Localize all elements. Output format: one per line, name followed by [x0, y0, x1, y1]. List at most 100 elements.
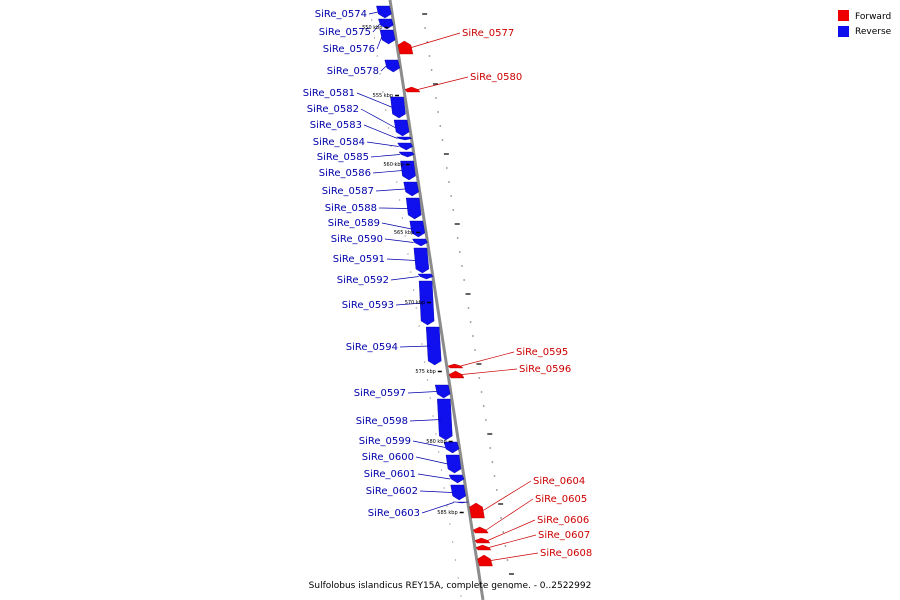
gene-label-SiRe_0586[interactable]: SiRe_0586 [319, 168, 371, 179]
gene-feature-SiRe_0584[interactable] [397, 142, 413, 151]
gene-feature-SiRe_0603[interactable] [453, 501, 469, 504]
gene-label-SiRe_0601[interactable]: SiRe_0601 [364, 469, 416, 480]
legend-item-forward[interactable]: Forward [838, 10, 891, 22]
gene-label-SiRe_0589[interactable]: SiRe_0589 [328, 218, 380, 229]
gene-feature-SiRe_0598[interactable] [437, 398, 453, 441]
tick-marks [371, 13, 514, 597]
gene-label-SiRe_0599[interactable]: SiRe_0599 [359, 436, 411, 447]
gene-connector-SiRe_0598 [409, 419, 442, 422]
gene-feature-SiRe_0574[interactable] [376, 5, 392, 19]
gene-connector-SiRe_0600 [415, 456, 448, 465]
gene-label-SiRe_0603[interactable]: SiRe_0603 [368, 508, 420, 519]
gene-connector-SiRe_0589 [381, 222, 412, 230]
gene-label-SiRe_0577[interactable]: SiRe_0577 [462, 28, 514, 39]
gene-label-SiRe_0598[interactable]: SiRe_0598 [356, 416, 408, 427]
gene-feature-SiRe_0605[interactable] [472, 526, 489, 534]
kbp-label-555: 555 kbp [373, 93, 393, 99]
gene-feature-SiRe_0595[interactable] [447, 363, 464, 369]
gene-label-SiRe_0575[interactable]: SiRe_0575 [319, 27, 371, 38]
gene-feature-SiRe_0594[interactable] [425, 326, 442, 366]
gene-feature-SiRe_0581[interactable] [390, 96, 406, 119]
gene-connector-SiRe_0578 [380, 65, 387, 72]
kbp-markers: 550 kbp 555 kbp 560 kbp 565 kbp 570 kbp 575 k… [362, 25, 464, 516]
gene-feature-SiRe_0580[interactable] [404, 86, 421, 93]
gene-feature-SiRe_0592[interactable] [417, 273, 434, 280]
gene-label-SiRe_0580[interactable]: SiRe_0580 [470, 72, 522, 83]
legend-item-reverse[interactable]: Reverse [838, 26, 892, 37]
gene-connector-SiRe_0603 [421, 502, 454, 514]
gene-feature-SiRe_0590[interactable] [412, 238, 428, 247]
gene-connector-SiRe_0606 [487, 519, 536, 541]
gene-label-SiRe_0574[interactable]: SiRe_0574 [315, 9, 367, 20]
gene-features [376, 5, 493, 567]
gene-feature-SiRe_0591[interactable] [413, 247, 430, 274]
gene-connector-SiRe_0601 [417, 473, 451, 480]
genome-backbone [388, 0, 485, 600]
gene-label-SiRe_0584[interactable]: SiRe_0584 [313, 137, 365, 148]
gene-label-SiRe_0582[interactable]: SiRe_0582 [307, 104, 359, 115]
gene-feature-SiRe_0604[interactable] [469, 502, 485, 519]
gene-connector-SiRe_0591 [386, 258, 417, 261]
gene-label-SiRe_0597[interactable]: SiRe_0597 [354, 388, 406, 399]
gene-connector-SiRe_0594 [399, 345, 430, 348]
kbp-label-580: 580 kbp [426, 439, 446, 445]
legend: Forward Reverse [838, 10, 892, 37]
kbp-label-585: 585 kbp [437, 510, 457, 516]
kbp-label-570: 570 kbp [405, 300, 425, 306]
genome-title: Sulfolobus islandicus REY15A, complete g… [309, 581, 592, 591]
gene-connector-SiRe_0586 [372, 170, 403, 174]
gene-feature-SiRe_0585[interactable] [398, 151, 415, 158]
gene-feature-SiRe_0575[interactable] [378, 18, 394, 30]
gene-connector-SiRe_0599 [412, 440, 446, 448]
gene-label-SiRe_0591[interactable]: SiRe_0591 [333, 254, 385, 265]
gene-feature-SiRe_0576[interactable] [379, 29, 396, 45]
gene-label-SiRe_0596[interactable]: SiRe_0596 [519, 364, 571, 375]
gene-feature-SiRe_0607[interactable] [475, 544, 492, 551]
gene-label-SiRe_0608[interactable]: SiRe_0608 [540, 548, 592, 559]
legend-label-reverse: Reverse [855, 27, 892, 37]
gene-label-SiRe_0590[interactable]: SiRe_0590 [331, 234, 383, 245]
gene-label-SiRe_0587[interactable]: SiRe_0587 [322, 186, 374, 197]
gene-feature-SiRe_0602[interactable] [450, 484, 466, 501]
gene-feature-SiRe_0587[interactable] [403, 181, 419, 197]
gene-label-SiRe_0607[interactable]: SiRe_0607 [538, 530, 590, 541]
gene-feature-SiRe_0578[interactable] [384, 59, 401, 73]
gene-feature-SiRe_0593[interactable] [418, 280, 435, 326]
gene-connector-SiRe_0577 [411, 32, 461, 48]
gene-feature-SiRe_0588[interactable] [405, 197, 422, 220]
kbp-label-565: 565 kbp [394, 230, 414, 236]
kbp-label-550: 550 kbp [362, 25, 382, 31]
gene-label-SiRe_0602[interactable]: SiRe_0602 [366, 486, 418, 497]
kbp-label-575: 575 kbp [415, 369, 435, 375]
gene-connector-SiRe_0604 [482, 480, 532, 511]
gene-connector-SiRe_0608 [490, 552, 539, 561]
gene-label-SiRe_0604[interactable]: SiRe_0604 [533, 476, 585, 487]
gene-label-SiRe_0585[interactable]: SiRe_0585 [317, 152, 369, 163]
gene-label-SiRe_0594[interactable]: SiRe_0594 [346, 342, 398, 353]
gene-connector-SiRe_0588 [378, 207, 409, 209]
gene-label-SiRe_0576[interactable]: SiRe_0576 [323, 44, 375, 55]
gene-label-SiRe_0581[interactable]: SiRe_0581 [303, 88, 355, 99]
gene-feature-SiRe_0597[interactable] [434, 384, 451, 399]
gene-label-SiRe_0592[interactable]: SiRe_0592 [337, 275, 389, 286]
gene-label-SiRe_0606[interactable]: SiRe_0606 [537, 515, 589, 526]
gene-feature-SiRe_0608[interactable] [477, 554, 493, 567]
gene-feature-SiRe_0586[interactable] [400, 160, 416, 181]
gene-feature-SiRe_0600[interactable] [445, 454, 462, 474]
gene-label-SiRe_0588[interactable]: SiRe_0588 [325, 203, 377, 214]
gene-feature-SiRe_0582[interactable] [393, 119, 410, 137]
gene-label-SiRe_0578[interactable]: SiRe_0578 [327, 66, 379, 77]
gene-feature-SiRe_0583[interactable] [396, 136, 413, 141]
gene-feature-SiRe_0577[interactable] [397, 40, 414, 55]
gene-label-SiRe_0593[interactable]: SiRe_0593 [342, 300, 394, 311]
gene-connector-SiRe_0581 [356, 92, 393, 108]
gene-label-SiRe_0595[interactable]: SiRe_0595 [516, 347, 568, 358]
gene-label-SiRe_0600[interactable]: SiRe_0600 [362, 452, 414, 463]
gene-feature-SiRe_0606[interactable] [474, 537, 491, 544]
gene-label-SiRe_0583[interactable]: SiRe_0583 [310, 120, 362, 131]
gene-feature-SiRe_0596[interactable] [448, 370, 465, 379]
gene-feature-SiRe_0601[interactable] [448, 474, 465, 484]
gene-feature-SiRe_0599[interactable] [443, 441, 460, 454]
gene-feature-SiRe_0589[interactable] [409, 220, 426, 238]
gene-label-SiRe_0605[interactable]: SiRe_0605 [535, 494, 587, 505]
